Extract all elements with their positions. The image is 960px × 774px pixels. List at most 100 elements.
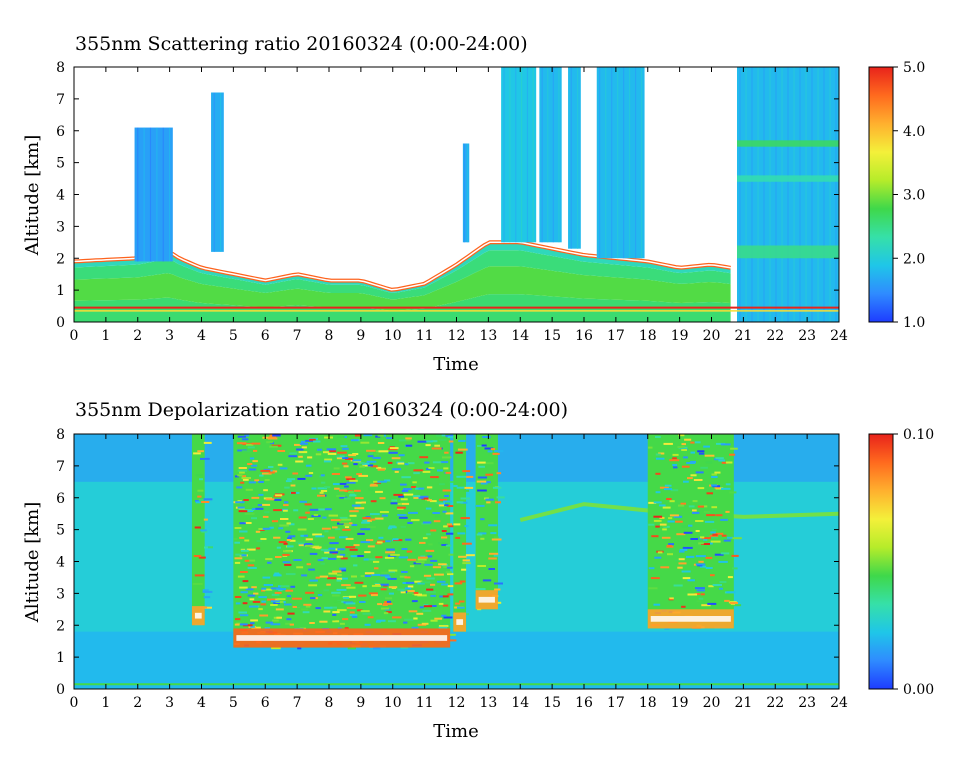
dust-speckle	[700, 466, 708, 469]
dust-speckle	[477, 445, 486, 447]
y-tick-label: 4	[56, 555, 65, 571]
dust-speckle	[401, 476, 411, 479]
dust-speckle	[427, 499, 432, 502]
dust-speckle	[252, 460, 258, 463]
dust-speckle	[366, 558, 376, 561]
dust-speckle	[477, 476, 487, 479]
dust-speckle	[339, 489, 347, 492]
dust-speckle	[324, 606, 333, 609]
dust-speckle	[410, 519, 420, 522]
dust-speckle	[354, 581, 364, 584]
dust-speckle	[458, 439, 466, 442]
dust-speckle	[308, 568, 315, 571]
x-tick-label: 23	[798, 328, 816, 344]
dust-speckle	[275, 608, 284, 611]
dust-speckle	[260, 538, 267, 540]
dust-speckle	[315, 535, 325, 538]
dust-speckle	[326, 583, 331, 586]
dust-speckle	[729, 602, 738, 604]
x-tick-label: 21	[734, 695, 752, 711]
dust-speckle	[289, 623, 294, 626]
dust-speckle	[362, 517, 371, 520]
dust-speckle	[349, 614, 358, 617]
dust-speckle	[686, 555, 695, 558]
dust-speckle	[673, 466, 678, 469]
dust-speckle	[485, 473, 493, 476]
dust-speckle	[398, 495, 404, 498]
dust-speckle	[703, 445, 710, 448]
dust-speckle	[367, 464, 373, 467]
dust-speckle	[421, 622, 429, 625]
elevated-aerosol-band	[737, 245, 839, 259]
dust-speckle	[249, 598, 255, 601]
dust-speckle	[714, 553, 724, 556]
dust-speckle	[371, 492, 379, 495]
dust-speckle	[251, 442, 261, 445]
dust-speckle	[441, 536, 448, 539]
dust-speckle	[663, 488, 673, 491]
dust-speckle	[447, 585, 454, 588]
dust-speckle	[445, 571, 452, 574]
dust-speckle	[688, 590, 699, 593]
dust-speckle	[447, 505, 454, 507]
dust-speckle	[694, 441, 701, 444]
dust-speckle	[668, 543, 674, 546]
dust-speckle	[381, 514, 388, 517]
dust-speckle	[362, 585, 367, 588]
x-axis-ticks: 0 1 2 3 4 5 6 7 8 9 10 11 12 13 14 15 16 17 18 19 20 21 22 23 24	[70, 67, 848, 344]
dust-speckle	[442, 595, 449, 598]
dust-speckle	[420, 581, 431, 584]
dust-speckle	[249, 559, 256, 562]
dust-speckle	[339, 496, 348, 499]
dust-speckle	[345, 546, 356, 549]
dust-speckle	[305, 591, 315, 594]
dust-speckle	[675, 559, 680, 562]
dust-speckle	[203, 596, 211, 599]
dust-speckle	[255, 507, 264, 510]
x-tick-label: 11	[416, 695, 434, 711]
dust-speckle	[336, 579, 341, 582]
dust-speckle	[341, 518, 352, 521]
dust-speckle	[687, 579, 695, 582]
dust-speckle	[392, 468, 402, 471]
boundary-layer-band	[74, 631, 839, 689]
dust-speckle	[317, 494, 326, 497]
dust-speckle	[427, 555, 433, 558]
dust-speckle	[351, 504, 361, 507]
dust-speckle	[296, 605, 306, 608]
dust-speckle	[673, 515, 683, 518]
dust-speckle	[295, 541, 306, 544]
dust-speckle	[200, 457, 210, 460]
x-tick-label: 2	[133, 328, 142, 344]
dust-speckle	[413, 469, 424, 472]
dust-speckle	[718, 459, 726, 462]
dust-speckle	[357, 532, 365, 535]
dust-speckle	[313, 514, 319, 517]
dust-speckle	[408, 610, 418, 613]
dust-speckle	[404, 463, 409, 466]
dust-speckle	[353, 489, 361, 492]
dust-speckle	[721, 461, 729, 464]
dust-speckle	[376, 466, 382, 469]
dust-speckle	[359, 465, 365, 468]
dust-speckle	[240, 571, 248, 573]
dust-speckle	[244, 559, 250, 562]
dust-speckle	[267, 598, 276, 601]
dust-speckle	[248, 605, 259, 608]
dust-speckle	[200, 529, 207, 532]
dust-speckle	[380, 588, 387, 591]
dust-speckle	[683, 480, 689, 483]
dust-speckle	[307, 518, 314, 520]
colorbar-ticks: 1.0 2.0 3.0 4.0 5.0	[893, 60, 925, 331]
dust-speckle	[279, 467, 288, 470]
dust-speckle	[198, 498, 204, 501]
dust-speckle	[711, 476, 718, 478]
dust-speckle	[318, 508, 325, 511]
dust-speckle	[698, 597, 704, 600]
dust-speckle	[204, 546, 213, 549]
dust-speckle	[400, 498, 408, 501]
dust-speckle	[708, 536, 718, 539]
dust-speckle	[323, 610, 331, 613]
dust-speckle	[336, 455, 345, 458]
cloud-column	[211, 92, 224, 252]
